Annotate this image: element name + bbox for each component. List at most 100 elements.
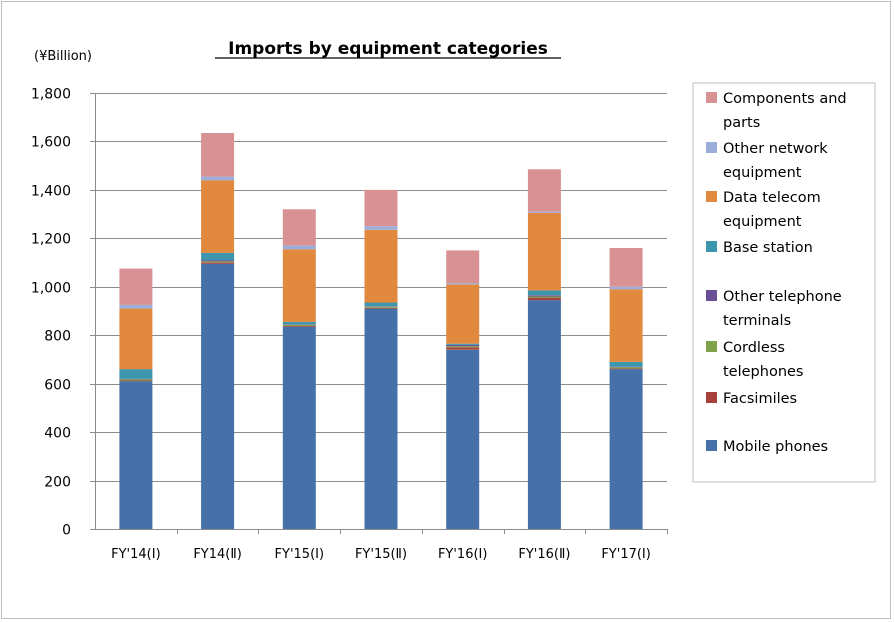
bar-segment (201, 133, 235, 177)
bar-segment (119, 268, 153, 305)
bar-segment (364, 226, 398, 230)
bar-segment (609, 286, 643, 290)
y-tick-label: 1,800 (31, 87, 71, 103)
y-tick-label: 1,600 (31, 135, 71, 151)
bars (119, 133, 643, 529)
bar-segment (364, 307, 398, 309)
bar-segment (609, 361, 643, 367)
bar-segment (446, 250, 480, 284)
legend-label: Other telephone (723, 289, 842, 305)
bar-segment (364, 229, 398, 303)
legend-swatch (706, 440, 717, 451)
bar-segment (201, 252, 235, 261)
legend-label: Mobile phones (723, 439, 828, 455)
y-tick-label: 200 (44, 475, 71, 491)
y-tick-label: 800 (44, 329, 71, 345)
x-category-label: FY'14(Ⅰ) (111, 547, 161, 562)
x-category-label: FY14(Ⅱ) (193, 547, 242, 562)
bar-segment (364, 189, 398, 227)
legend-label: terminals (723, 313, 791, 329)
x-category-label: FY'16(Ⅱ) (518, 547, 570, 562)
bar-segment (609, 368, 643, 370)
bar-segment (119, 308, 153, 370)
bar-segment (201, 260, 235, 262)
bar-segment (364, 306, 398, 307)
legend-swatch (706, 142, 717, 153)
bar-segment (282, 324, 316, 326)
legend-box (692, 82, 876, 483)
bar-segment (609, 248, 643, 287)
bar-segment (527, 297, 561, 301)
bar-segment (446, 283, 480, 285)
bar-segment (119, 304, 153, 309)
legend-swatch (706, 92, 717, 103)
y-tick-label: 1,200 (31, 232, 71, 248)
legend-label: equipment (723, 165, 802, 181)
legend-swatch (706, 290, 717, 301)
y-tick-label: 600 (44, 378, 71, 394)
bar-segment (201, 262, 235, 264)
bar-segment (527, 212, 561, 291)
bar-segment (446, 349, 480, 529)
bar-segment (527, 295, 561, 297)
x-category-label: FY'17(Ⅰ) (601, 547, 651, 562)
bar-segment (282, 245, 316, 250)
legend-label: Cordless (723, 340, 785, 356)
legend-swatch (706, 241, 717, 252)
y-tick-label: 1,000 (31, 281, 71, 297)
axes: 0 200 400 600 800 1,000 1,200 1,400 1,600 1,800 FY… (31, 87, 668, 562)
y-tick-label: 400 (44, 426, 71, 442)
bar-segment (201, 176, 235, 181)
bar-segment (527, 290, 561, 296)
bar-segment (282, 326, 316, 529)
legend-label: Other network (723, 141, 828, 157)
legend-label: telephones (723, 364, 804, 380)
legend-label: Base station (723, 240, 813, 256)
bar-segment (282, 326, 316, 327)
y-unit-label: (¥Billion) (34, 49, 92, 64)
bar-segment (609, 289, 643, 362)
bar-segment (201, 180, 235, 253)
y-tick-label: 0 (62, 523, 71, 539)
legend-label: equipment (723, 214, 802, 230)
bar-segment (446, 343, 480, 345)
x-category-label: FY'15(Ⅰ) (275, 547, 325, 562)
legend-label: Facsimiles (723, 391, 797, 407)
x-category-label: FY'16(Ⅰ) (438, 547, 488, 562)
bar-segment (364, 308, 398, 529)
legend-label: Data telecom (723, 190, 821, 206)
bar-segment (119, 379, 153, 381)
y-tick-label: 1,400 (31, 184, 71, 200)
bar-segment (527, 169, 561, 212)
bar-segment (282, 209, 316, 246)
legend-label: parts (723, 115, 760, 131)
legend-swatch (706, 341, 717, 352)
bar-segment (282, 249, 316, 322)
chart-title: Imports by equipment categories (228, 39, 548, 59)
bar-segment (364, 306, 398, 308)
bar-segment (527, 300, 561, 529)
bar-segment (446, 344, 480, 347)
bar-segment (282, 321, 316, 325)
bar-segment (609, 366, 643, 368)
bar-segment (609, 369, 643, 529)
bar-segment (527, 211, 561, 213)
legend-swatch (706, 191, 717, 202)
bar-segment (609, 367, 643, 369)
bar-segment (446, 346, 480, 348)
bar-segment (527, 296, 561, 298)
bar-segment (446, 347, 480, 350)
bar-segment (119, 380, 153, 382)
legend-label: Components and (723, 91, 847, 107)
bar-segment (119, 381, 153, 529)
bar-segment (119, 369, 153, 379)
legend: Components and parts Other network equipmen… (692, 82, 876, 483)
bar-segment (119, 378, 153, 380)
bar-segment (364, 302, 398, 307)
bar-segment (446, 284, 480, 344)
legend-swatch (706, 392, 717, 403)
bar-segment (201, 263, 235, 529)
bar-segment (282, 324, 316, 325)
bar-segment (201, 261, 235, 263)
